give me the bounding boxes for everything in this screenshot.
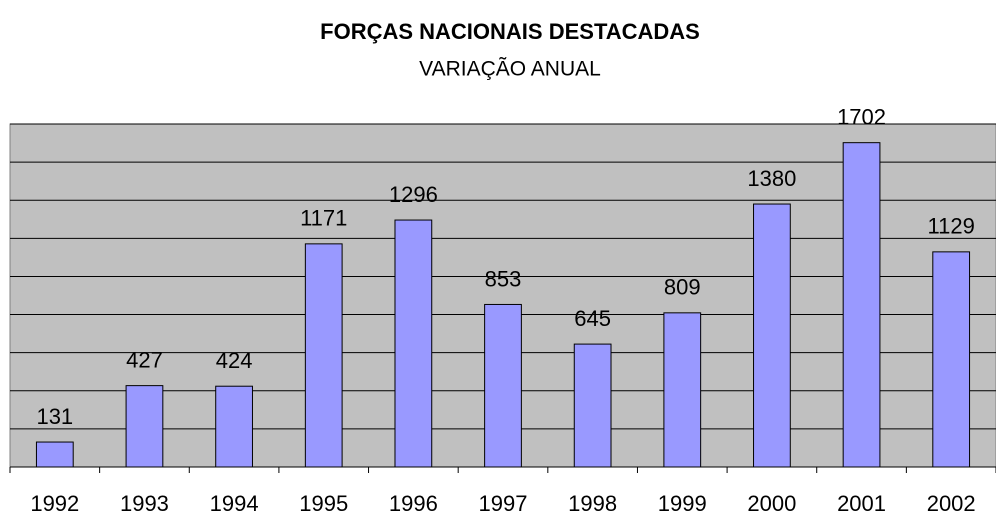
bar — [663, 312, 702, 468]
x-tick-label: 2002 — [927, 491, 976, 516]
x-tick-label: 2001 — [837, 491, 886, 516]
bar — [35, 441, 74, 468]
bar — [932, 251, 971, 468]
chart-subtitle: VARIAÇÃO ANUAL — [419, 57, 601, 81]
data-label: 809 — [664, 275, 701, 300]
x-tick-label: 1992 — [30, 491, 79, 516]
data-label: 131 — [36, 404, 73, 429]
x-tick-label: 1996 — [389, 491, 438, 516]
bar — [753, 203, 791, 468]
bar — [125, 385, 164, 468]
data-label: 424 — [216, 348, 253, 373]
x-tick-label: 2000 — [747, 491, 796, 516]
x-tick-label: 1994 — [210, 491, 259, 516]
data-label: 853 — [485, 266, 522, 291]
x-tick-label: 1993 — [120, 491, 169, 516]
bar — [484, 303, 522, 468]
bar — [304, 243, 343, 468]
x-tick-label: 1998 — [568, 491, 617, 516]
data-label: 1296 — [389, 182, 438, 207]
data-label: 427 — [126, 347, 163, 372]
data-label: 1380 — [747, 166, 796, 191]
data-label: 645 — [574, 306, 611, 331]
bar — [394, 219, 433, 468]
bar — [573, 343, 612, 468]
data-label: 1171 — [300, 206, 347, 231]
chart-title: FORÇAS NACIONAIS DESTACADAS — [320, 19, 700, 44]
bar — [842, 142, 881, 468]
x-tick-label: 1999 — [658, 491, 707, 516]
data-label: 1129 — [928, 214, 975, 239]
data-label: 1702 — [837, 104, 886, 129]
x-tick-label: 1995 — [299, 491, 348, 516]
bar — [215, 385, 253, 468]
x-tick-label: 1997 — [479, 491, 528, 516]
